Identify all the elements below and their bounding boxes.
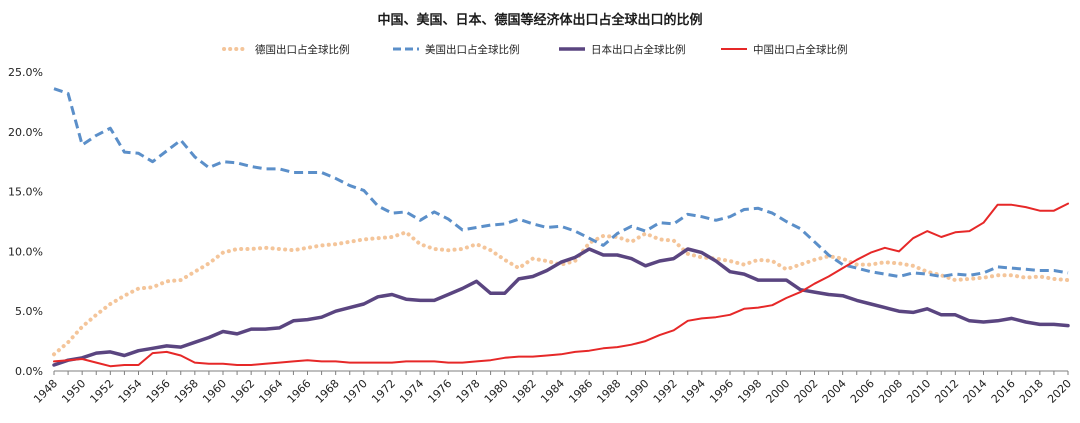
y-tick-label: 20.0%: [8, 126, 43, 139]
x-tick-label: 1966: [285, 377, 314, 406]
x-tick-label: 1986: [566, 377, 595, 406]
legend-item-usa: 美国出口占全球比例: [392, 41, 520, 57]
x-tick-label: 2020: [1045, 377, 1074, 406]
x-tick-label: 1984: [538, 377, 567, 406]
x-tick-label: 2016: [989, 377, 1018, 406]
x-tick-label: 2004: [820, 377, 849, 406]
x-tick-label: 2006: [848, 377, 877, 406]
chart-title: 中国、美国、日本、德国等经济体出口占全球出口的比例: [377, 13, 703, 28]
chart-axes: 0.0% 5.0% 10.0% 15.0% 20.0% 25.0% 1948 1950 1952…: [8, 66, 1074, 406]
legend-label-usa: 美国出口占全球比例: [425, 43, 520, 56]
x-tick-label: 1978: [454, 377, 483, 406]
y-tick-label: 25.0%: [8, 66, 43, 79]
x-tick-label: 2000: [763, 377, 792, 406]
x-tick-label: 2008: [876, 377, 905, 406]
series-line-2: [52, 247, 1070, 367]
x-tick-label: 2014: [961, 377, 990, 406]
legend-label-japan: 日本出口占全球比例: [591, 43, 686, 56]
x-tick-label: 1948: [31, 377, 60, 406]
y-tick-label: 5.0%: [15, 305, 43, 318]
legend-swatch-china: [721, 48, 747, 50]
series-layer: [52, 87, 1070, 368]
y-tick-label: 10.0%: [8, 245, 43, 258]
series-line-0: [52, 230, 1070, 357]
legend-item-china: 中国出口占全球比例: [720, 41, 848, 57]
x-tick-label: 1954: [116, 377, 145, 406]
legend-swatch-germany: [222, 47, 250, 51]
x-tick-label: 1988: [594, 377, 623, 406]
x-tick-label: 2002: [792, 377, 821, 406]
legend-item-japan: 日本出口占全球比例: [558, 41, 686, 57]
x-tick-label: 1968: [313, 377, 342, 406]
legend-item-germany: 德国出口占全球比例: [222, 41, 350, 57]
x-tick-label: 1982: [510, 377, 539, 406]
x-tick-label: 1990: [623, 377, 652, 406]
series-line-3: [53, 202, 1069, 368]
y-tick-label: 15.0%: [8, 186, 43, 199]
x-tick-label: 1956: [144, 377, 173, 406]
x-tick-label: 1992: [651, 377, 680, 406]
legend-swatch-usa: [393, 47, 419, 51]
x-tick-label: 1996: [707, 377, 736, 406]
x-tick-label: 2012: [932, 377, 961, 406]
y-tick-label: 0.0%: [15, 365, 43, 378]
x-tick-label: 1970: [341, 377, 370, 406]
x-tick-label: 1980: [482, 377, 511, 406]
x-tick-label: 1964: [256, 377, 285, 406]
x-tick-label: 1998: [735, 377, 764, 406]
legend-label-germany: 德国出口占全球比例: [255, 43, 350, 56]
legend-label-china: 中国出口占全球比例: [753, 43, 848, 56]
x-tick-label: 1950: [59, 377, 88, 406]
x-tick-label: 1952: [87, 377, 116, 406]
x-tick-label: 1962: [228, 377, 257, 406]
x-tick-label: 2018: [1017, 377, 1046, 406]
x-tick-label: 1972: [369, 377, 398, 406]
x-tick-label: 2010: [904, 377, 933, 406]
x-tick-label: 1960: [200, 377, 229, 406]
x-tick-label: 1976: [425, 377, 454, 406]
legend-swatch-japan: [559, 47, 585, 51]
series-line-1: [53, 87, 1069, 278]
x-tick-label: 1958: [172, 377, 201, 406]
x-tick-label: 1974: [397, 377, 426, 406]
x-tick-label: 1994: [679, 377, 708, 406]
